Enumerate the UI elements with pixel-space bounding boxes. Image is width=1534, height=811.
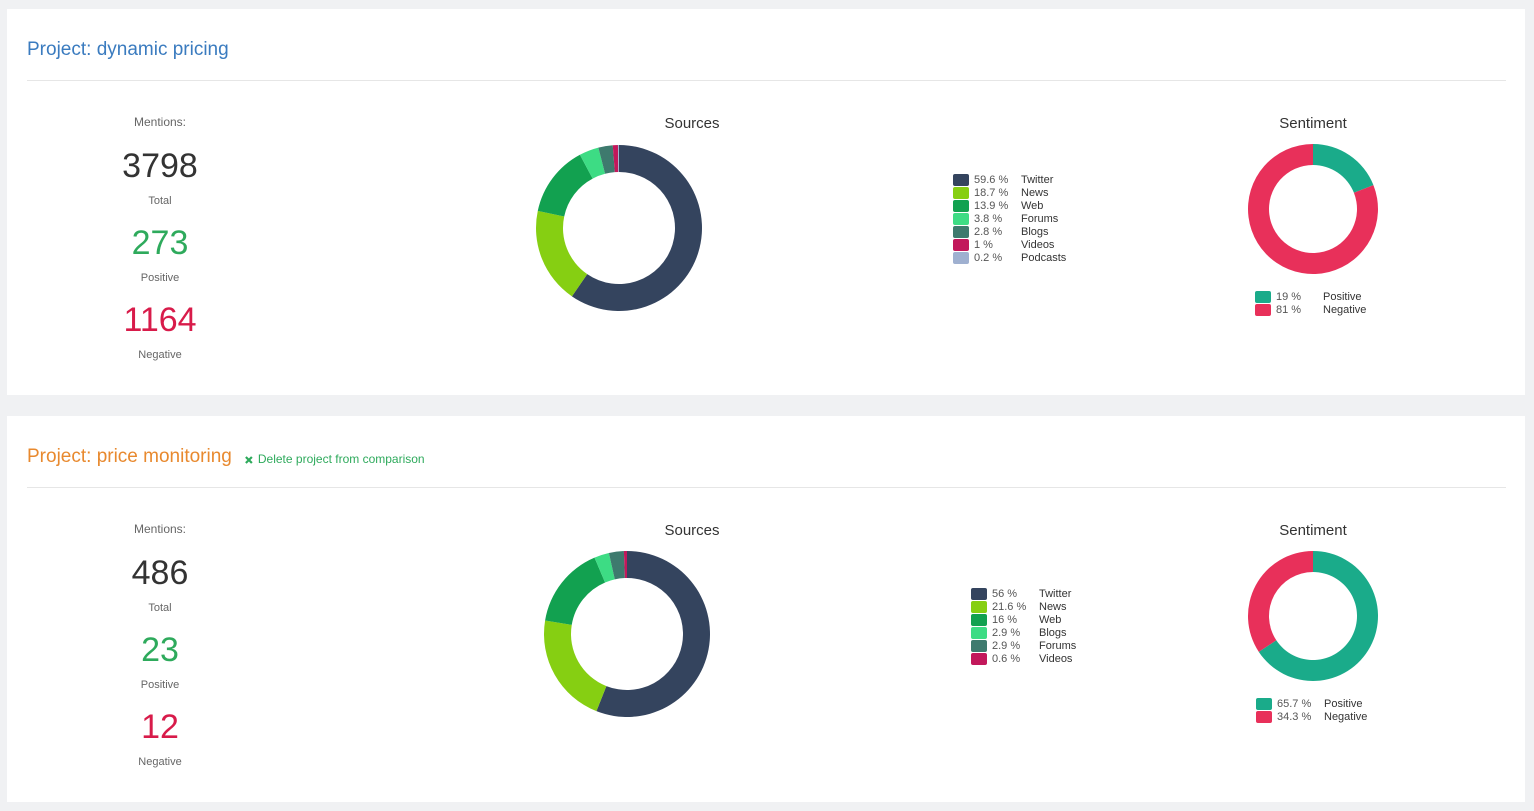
total-label: Total — [148, 602, 171, 614]
legend-value: 2.9 % — [992, 627, 1020, 639]
chart-title: Sentiment — [1279, 522, 1347, 539]
legend-value: 16 % — [992, 614, 1017, 626]
legend-value: 59.6 % — [974, 174, 1008, 186]
mentions-total: 3798 — [122, 147, 198, 185]
legend-swatch — [953, 213, 969, 225]
donut-slice — [571, 145, 702, 311]
legend-value: 56 % — [992, 588, 1017, 600]
donut-slice — [594, 552, 615, 583]
mentions-positive: 273 — [132, 224, 189, 262]
donut-slice — [535, 210, 588, 297]
legend-swatch — [953, 252, 969, 264]
legend-label: News — [1021, 187, 1049, 199]
legend-label: Web — [1021, 200, 1043, 212]
negative-label: Negative — [138, 349, 181, 361]
legend-value: 65.7 % — [1277, 698, 1311, 710]
donut-slice — [1258, 551, 1378, 681]
donut-slice — [608, 551, 625, 580]
donut-slice — [612, 145, 619, 173]
legend-label: Forums — [1021, 213, 1059, 225]
legend-value: 34.3 % — [1277, 711, 1311, 723]
chart-title: Sources — [664, 522, 719, 539]
donut-slice — [1248, 551, 1313, 652]
mentions-negative: 12 — [141, 708, 179, 746]
delete-link[interactable]: Delete project from comparison — [258, 452, 425, 466]
project-card — [7, 416, 1525, 802]
legend-label: Positive — [1323, 291, 1362, 303]
legend-label: Twitter — [1021, 174, 1054, 186]
legend-swatch — [971, 627, 987, 639]
legend-swatch — [953, 226, 969, 238]
mentions-label: Mentions: — [134, 522, 186, 536]
legend-swatch — [1255, 304, 1271, 316]
donut-slice — [545, 557, 606, 625]
legend-label: Twitter — [1039, 588, 1072, 600]
legend-value: 18.7 % — [974, 187, 1008, 199]
legend-value: 0.2 % — [974, 252, 1002, 264]
donut-slice — [623, 551, 627, 579]
delete-icon — [245, 456, 253, 464]
legend-value: 1 % — [974, 239, 993, 251]
legend-swatch — [971, 588, 987, 600]
donut-slice — [537, 154, 593, 217]
donut-slice — [579, 147, 606, 179]
donut-slice — [1313, 144, 1374, 193]
legend-value: 3.8 % — [974, 213, 1002, 225]
legend-swatch — [1256, 698, 1272, 710]
mentions-positive: 23 — [141, 631, 179, 669]
project-title: Project: dynamic pricing — [27, 39, 229, 60]
legend-label: Blogs — [1039, 627, 1067, 639]
legend-swatch — [1256, 711, 1272, 723]
total-label: Total — [148, 195, 171, 207]
legend-label: Negative — [1323, 304, 1366, 316]
legend-value: 21.6 % — [992, 601, 1026, 613]
legend-swatch — [971, 653, 987, 665]
legend-swatch — [1255, 291, 1271, 303]
legend-swatch — [953, 239, 969, 251]
legend-label: Videos — [1039, 653, 1073, 665]
legend-label: Podcasts — [1021, 252, 1067, 264]
legend-label: Web — [1039, 614, 1061, 626]
legend-label: Negative — [1324, 711, 1367, 723]
legend-value: 0.6 % — [992, 653, 1020, 665]
chart-title: Sentiment — [1279, 115, 1347, 132]
mentions-label: Mentions: — [134, 115, 186, 129]
donut-slice — [596, 551, 710, 717]
legend-swatch — [953, 174, 969, 186]
legend-label: Videos — [1021, 239, 1055, 251]
donut-slice — [1247, 144, 1378, 275]
legend-swatch — [953, 200, 969, 212]
positive-label: Positive — [141, 272, 180, 284]
donut-slice — [543, 620, 607, 712]
mentions-negative: 1164 — [123, 301, 196, 339]
legend-value: 81 % — [1276, 304, 1301, 316]
legend-value: 2.9 % — [992, 640, 1020, 652]
legend-swatch — [953, 187, 969, 199]
legend-label: Forums — [1039, 640, 1077, 652]
positive-label: Positive — [141, 679, 180, 691]
negative-label: Negative — [138, 756, 181, 768]
legend-value: 2.8 % — [974, 226, 1002, 238]
project-title: Project: price monitoring — [27, 446, 232, 467]
project-card — [7, 9, 1525, 395]
legend-swatch — [971, 601, 987, 613]
donut-slice — [617, 145, 619, 173]
legend-swatch — [971, 640, 987, 652]
mentions-total: 486 — [132, 554, 189, 592]
legend-label: Blogs — [1021, 226, 1049, 238]
donut-slice — [598, 145, 615, 174]
legend-value: 13.9 % — [974, 200, 1008, 212]
legend-swatch — [971, 614, 987, 626]
legend-label: Positive — [1324, 698, 1363, 710]
legend-label: News — [1039, 601, 1067, 613]
chart-title: Sources — [664, 115, 719, 132]
legend-value: 19 % — [1276, 291, 1301, 303]
